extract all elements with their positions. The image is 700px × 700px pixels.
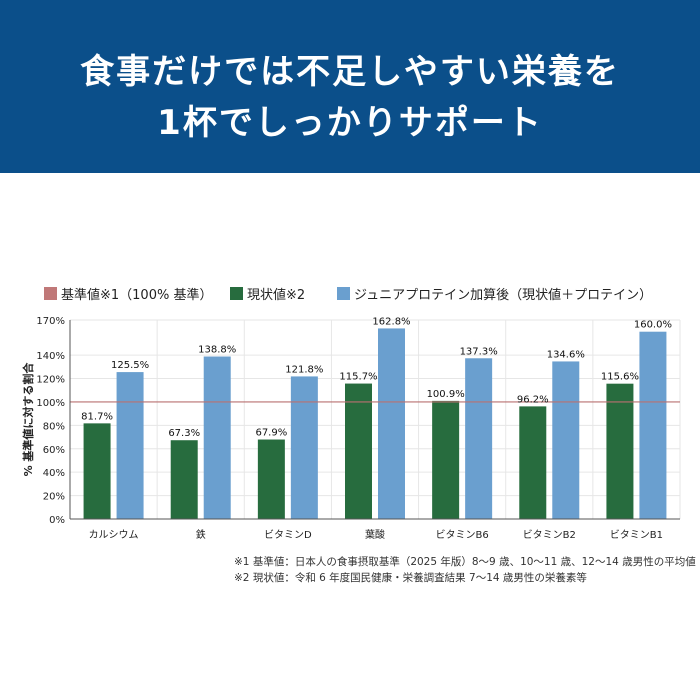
- legend-swatch-current: [230, 287, 243, 300]
- data-label-current: 100.9%: [427, 389, 465, 400]
- data-label-protein: 138.8%: [198, 345, 236, 356]
- chart-axes: [69, 320, 680, 520]
- bar-current: [257, 439, 285, 519]
- y-tick-label: 170%: [36, 316, 65, 327]
- bar-protein: [552, 361, 580, 519]
- y-tick-label: 80%: [43, 421, 65, 432]
- data-label-current: 67.3%: [168, 428, 200, 439]
- chart-labels: 0% 20% 40% 60% 80% 100% 120% 140% 170% 81.7% 125.5…: [21, 316, 672, 541]
- bar-protein: [290, 376, 318, 519]
- footnotes: ※1 基準値：日本人の食事摂取基準（2025 年版）8〜9 歳、10〜11 歳、…: [234, 554, 696, 586]
- bar-protein: [203, 356, 231, 519]
- x-tick-label: ビタミンD: [264, 529, 312, 541]
- data-label-current: 115.6%: [601, 372, 639, 383]
- bar-protein: [116, 372, 144, 519]
- bar-current: [345, 383, 372, 519]
- headline-line-2: 1杯でしっかりサポート: [157, 103, 543, 143]
- data-label-protein: 160.0%: [634, 320, 672, 331]
- data-label-current: 67.9%: [255, 428, 287, 439]
- legend-item-current: 現状値※2: [230, 284, 305, 303]
- legend-label-current: 現状値※2: [247, 288, 306, 303]
- bar-current: [519, 406, 547, 519]
- header-banner: 食事だけでは不足しやすい栄養を 1杯でしっかりサポート: [0, 0, 700, 173]
- chart-legend: 基準値※1（100% 基準） 現状値※2 ジュニアプロテイン加算後（現状値＋プロ…: [44, 284, 684, 304]
- data-label-protein: 125.5%: [111, 360, 149, 371]
- y-tick-label: 20%: [43, 492, 65, 503]
- footnote-2: ※2 現状値：令和 6 年度国民健康・栄養調査結果 7〜14 歳男性の栄養素等: [234, 572, 587, 584]
- y-axis-title: % 基準値に対する割合: [21, 362, 35, 477]
- legend-item-protein: ジュニアプロテイン加算後（現状値＋プロテイン）: [337, 284, 652, 303]
- chart-bars: [83, 328, 667, 519]
- x-tick-label: カルシウム: [89, 529, 139, 541]
- data-label-protein: 121.8%: [285, 364, 323, 375]
- data-label-current: 115.7%: [339, 372, 377, 383]
- data-label-protein: 137.3%: [460, 346, 498, 357]
- y-tick-label: 100%: [36, 398, 65, 409]
- data-label-current: 81.7%: [81, 411, 113, 422]
- chart-grid: [69, 319, 681, 520]
- x-tick-label: 鉄: [196, 528, 206, 541]
- bar-current: [170, 440, 198, 519]
- legend-label-baseline: 基準値※1（100% 基準）: [61, 288, 213, 303]
- data-label-protein: 134.6%: [547, 349, 585, 360]
- x-tick-label: ビタミンB6: [436, 529, 489, 541]
- legend-item-baseline: 基準値※1（100% 基準）: [44, 284, 212, 303]
- bar-current: [606, 383, 634, 519]
- headline-line-1: 食事だけでは不足しやすい栄養を: [80, 52, 620, 92]
- data-label-protein: 162.8%: [372, 316, 410, 327]
- y-tick-label: 40%: [43, 468, 65, 479]
- bar-current: [83, 423, 111, 519]
- data-label-current: 96.2%: [517, 394, 549, 405]
- footnote-1: ※1 基準値：日本人の食事摂取基準（2025 年版）8〜9 歳、10〜11 歳、…: [234, 556, 696, 568]
- legend-label-protein: ジュニアプロテイン加算後（現状値＋プロテイン）: [354, 288, 653, 303]
- bar-protein: [465, 358, 493, 519]
- y-tick-label: 140%: [36, 351, 65, 362]
- y-tick-label: 120%: [36, 375, 65, 386]
- x-tick-label: ビタミンB1: [610, 529, 663, 541]
- x-tick-label: 葉酸: [365, 528, 385, 541]
- bar-protein: [378, 328, 405, 519]
- legend-swatch-protein: [337, 287, 350, 300]
- y-tick-label: 60%: [43, 445, 65, 456]
- x-tick-label: ビタミンB2: [523, 529, 576, 541]
- y-tick-label: 0%: [49, 515, 65, 526]
- bar-protein: [639, 331, 667, 519]
- bar-current: [432, 400, 460, 519]
- legend-swatch-baseline: [44, 287, 57, 300]
